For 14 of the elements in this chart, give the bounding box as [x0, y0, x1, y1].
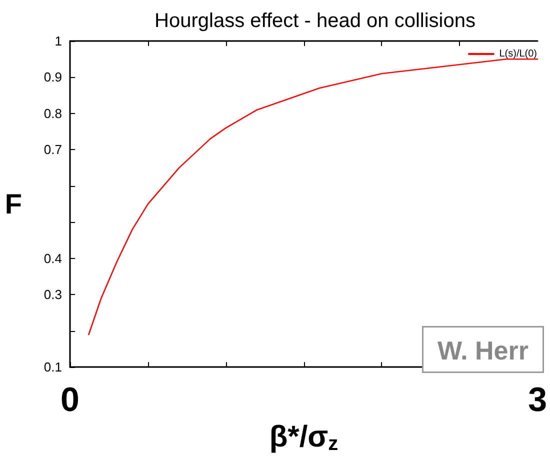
- line-series: [88, 58, 538, 336]
- legend-label: L(s)/L(0): [499, 48, 538, 60]
- annotation: W. Herr: [437, 336, 529, 366]
- y-tick-label: 0.3: [44, 287, 62, 302]
- y-tick-label: 0.7: [44, 142, 62, 158]
- chart-title: Hourglass effect - head on collisions: [154, 10, 476, 32]
- x-tick-label: 3: [528, 381, 548, 420]
- y-tick-label: 0.4: [44, 250, 62, 266]
- x-tick-label: 0: [60, 381, 80, 420]
- y-tick-label: 0.9: [44, 70, 62, 85]
- y-tick-label: 0.1: [44, 360, 62, 375]
- y-tick-label: 0.8: [44, 106, 62, 121]
- y-tick-label: 1: [54, 34, 62, 48]
- y-axis-title: F: [4, 188, 22, 220]
